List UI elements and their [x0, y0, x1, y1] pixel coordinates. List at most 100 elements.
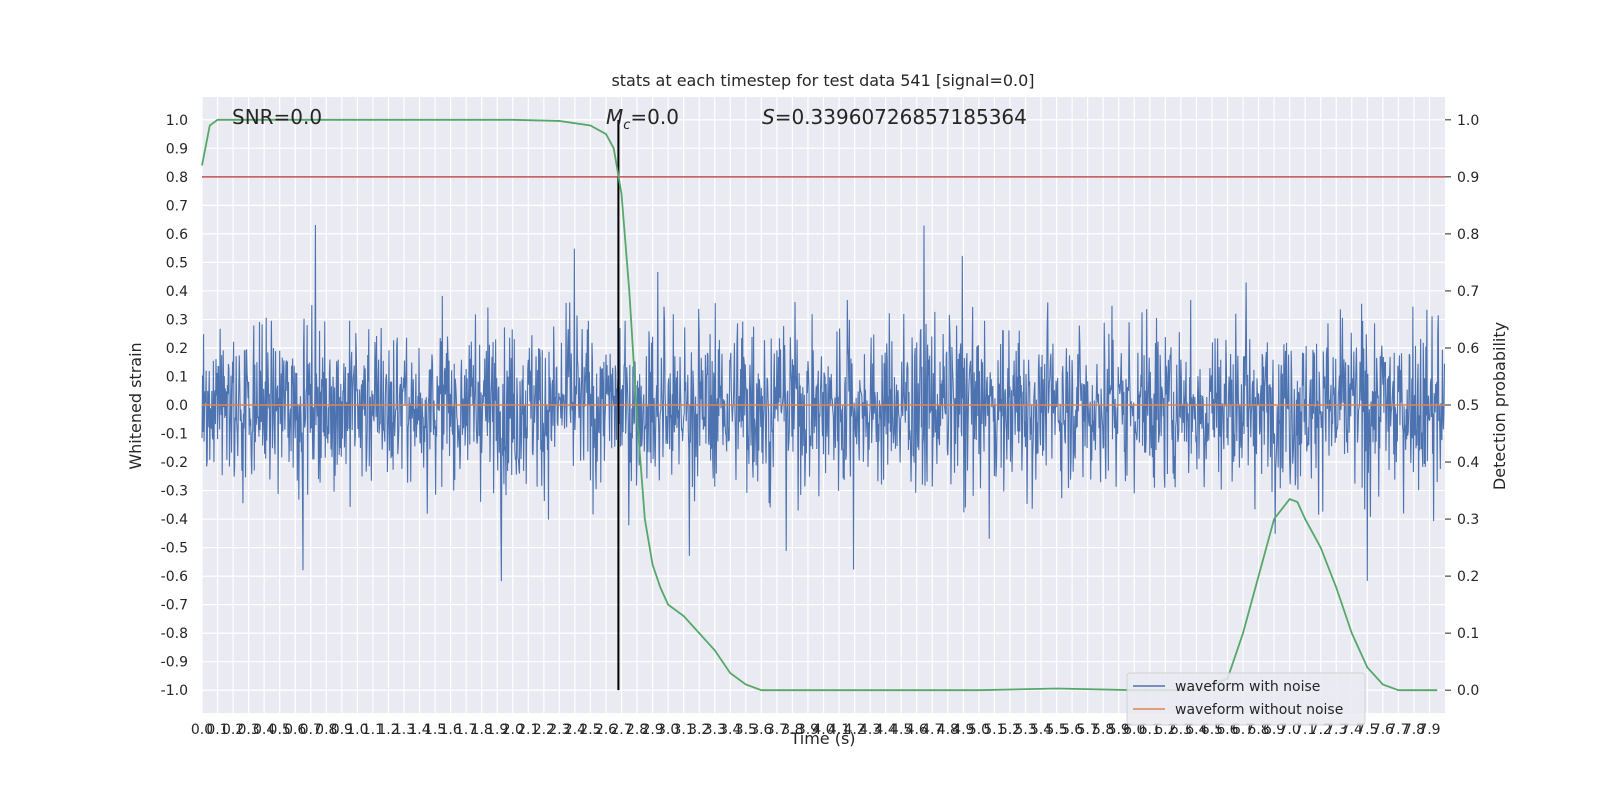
y-tick-label: 0.6 — [166, 227, 188, 243]
y2-tick-label: 0.2 — [1457, 569, 1479, 585]
x-tick-label: 0.8 — [315, 722, 337, 738]
chart-title: stats at each timestep for test data 541… — [611, 71, 1034, 90]
x-tick-label: 4.5 — [890, 722, 912, 738]
x-tick-label: 5.7 — [1077, 722, 1099, 738]
statistic-value: =0.33960726857185364 — [775, 105, 1027, 129]
legend-box — [1126, 672, 1366, 726]
x-tick-label: 5.4 — [1030, 722, 1052, 738]
y-tick-label: 0.9 — [166, 141, 188, 157]
y-tick-label: -0.1 — [161, 427, 188, 443]
x-tick-label: 6.2 — [1154, 722, 1176, 738]
series-detection-probability — [201, 118, 1438, 692]
x-tick-label: 5.0 — [968, 722, 990, 738]
snr-annotation: SNR=0.0 — [232, 105, 322, 129]
x-tick-label: 2.0 — [502, 722, 524, 738]
x-tick-label: 7.1 — [1294, 722, 1316, 738]
x-tick-label: 6.6 — [1216, 722, 1238, 738]
reference-lines — [202, 119, 1445, 691]
x-tick-label: 0.9 — [331, 722, 353, 738]
y-tick-label: 0.5 — [166, 255, 188, 271]
y-axis-label: Whitened strain — [126, 342, 145, 469]
x-tick-label: 2.3 — [548, 722, 570, 738]
x-tick-label: 4.6 — [906, 722, 928, 738]
x-tick-label: 5.3 — [1014, 722, 1036, 738]
y2-tick-label: 0.3 — [1457, 512, 1479, 528]
x-tick-label: 2.1 — [517, 722, 539, 738]
waveform-with-noise-line — [201, 224, 1446, 582]
x-tick-label: 5.2 — [999, 722, 1021, 738]
x-tick-label: 7.2 — [1310, 722, 1332, 738]
x-tick-label: 7.8 — [1403, 722, 1425, 738]
x-tick-label: 7.7 — [1387, 722, 1409, 738]
x-tick-label: 3.1 — [673, 722, 695, 738]
x-tick-label: 4.9 — [952, 722, 974, 738]
x-tick-label: 0.6 — [284, 722, 306, 738]
x-tick-label: 1.9 — [486, 722, 508, 738]
x-tick-label: 3.7 — [766, 722, 788, 738]
x-tick-label: 1.7 — [455, 722, 477, 738]
x-tick-label: 1.3 — [393, 722, 415, 738]
y-axis-ticks: 1.0 0.9 0.8 0.7 0.6 0.5 0.4 0.3 0.2 0.1 0.0 -0.1 -0.… — [161, 113, 188, 699]
x-tick-label: 7.0 — [1278, 722, 1300, 738]
chirp-mass-symbol: M — [606, 105, 623, 129]
y2-tick-label: 1.0 — [1457, 113, 1479, 129]
x-tick-label: 0.2 — [222, 722, 244, 738]
y2-tick-label: 0.4 — [1457, 455, 1479, 471]
x-tick-label: 0.4 — [253, 722, 275, 738]
y-tick-label: 0.8 — [166, 170, 188, 186]
x-tick-label: 5.5 — [1045, 722, 1067, 738]
x-tick-label: 6.8 — [1247, 722, 1269, 738]
x-tick-label: 7.3 — [1325, 722, 1347, 738]
x-tick-label: 6.7 — [1232, 722, 1254, 738]
x-tick-label: 6.5 — [1201, 722, 1223, 738]
x-tick-label: 4.1 — [828, 722, 850, 738]
y2-tick-label: 0.1 — [1457, 626, 1479, 642]
x-tick-label: 3.9 — [797, 722, 819, 738]
y2-tick-label: 0.9 — [1457, 170, 1479, 186]
x-tick-label: 1.0 — [346, 722, 368, 738]
x-tick-label: 3.2 — [688, 722, 710, 738]
y-tick-label: 0.1 — [166, 369, 188, 385]
x-tick-label: 5.1 — [983, 722, 1005, 738]
x-tick-label: 6.9 — [1263, 722, 1285, 738]
x-tick-label: 0.0 — [191, 722, 213, 738]
y2-tick-label: 0.5 — [1457, 398, 1479, 414]
x-tick-label: 3.0 — [657, 722, 679, 738]
x-tick-label: 4.7 — [921, 722, 943, 738]
x-tick-label: 4.0 — [812, 722, 834, 738]
x-tick-label: 1.5 — [424, 722, 446, 738]
y-tick-label: 0.2 — [166, 341, 188, 357]
x-tick-label: 2.8 — [626, 722, 648, 738]
x-tick-label: 0.5 — [269, 722, 291, 738]
y2-axis-ticks: 1.0 0.9 0.8 0.7 0.6 0.5 0.4 0.3 0.2 0.1 0.0 — [1445, 113, 1479, 699]
x-tick-label: 5.8 — [1092, 722, 1114, 738]
y-tick-label: 0.0 — [166, 398, 188, 414]
x-tick-label: 4.3 — [859, 722, 881, 738]
x-tick-label: 1.6 — [439, 722, 461, 738]
x-tick-label: 2.5 — [579, 722, 601, 738]
x-tick-label: 4.8 — [937, 722, 959, 738]
x-tick-label: 1.1 — [362, 722, 384, 738]
x-tick-label: 7.9 — [1418, 722, 1440, 738]
x-tick-label: 5.6 — [1061, 722, 1083, 738]
statistic-annotation: S=0.33960726857185364 — [762, 105, 1027, 129]
legend: waveform with noise waveform without noi… — [1126, 672, 1366, 726]
x-tick-label: 3.4 — [719, 722, 741, 738]
x-tick-label: 6.1 — [1139, 722, 1161, 738]
chirp-mass-subscript: c — [623, 118, 630, 133]
detection-probability-line — [201, 118, 1438, 692]
x-tick-label: 0.7 — [300, 722, 322, 738]
x-axis-label: Time (s) — [789, 729, 855, 748]
x-tick-label: 2.9 — [641, 722, 663, 738]
statistic-symbol: S — [762, 105, 775, 129]
y-tick-label: -1.0 — [161, 683, 188, 699]
legend-label-waveform-with-noise: waveform with noise — [1175, 679, 1320, 695]
x-tick-label: 7.5 — [1356, 722, 1378, 738]
y-tick-label: 1.0 — [166, 113, 188, 129]
x-tick-label: 2.6 — [595, 722, 617, 738]
y-tick-label: -0.5 — [161, 541, 188, 557]
y-tick-label: -0.7 — [161, 598, 188, 614]
chirp-mass-annotation: Mc=0.0 — [606, 105, 679, 133]
y2-tick-label: 0.6 — [1457, 341, 1479, 357]
